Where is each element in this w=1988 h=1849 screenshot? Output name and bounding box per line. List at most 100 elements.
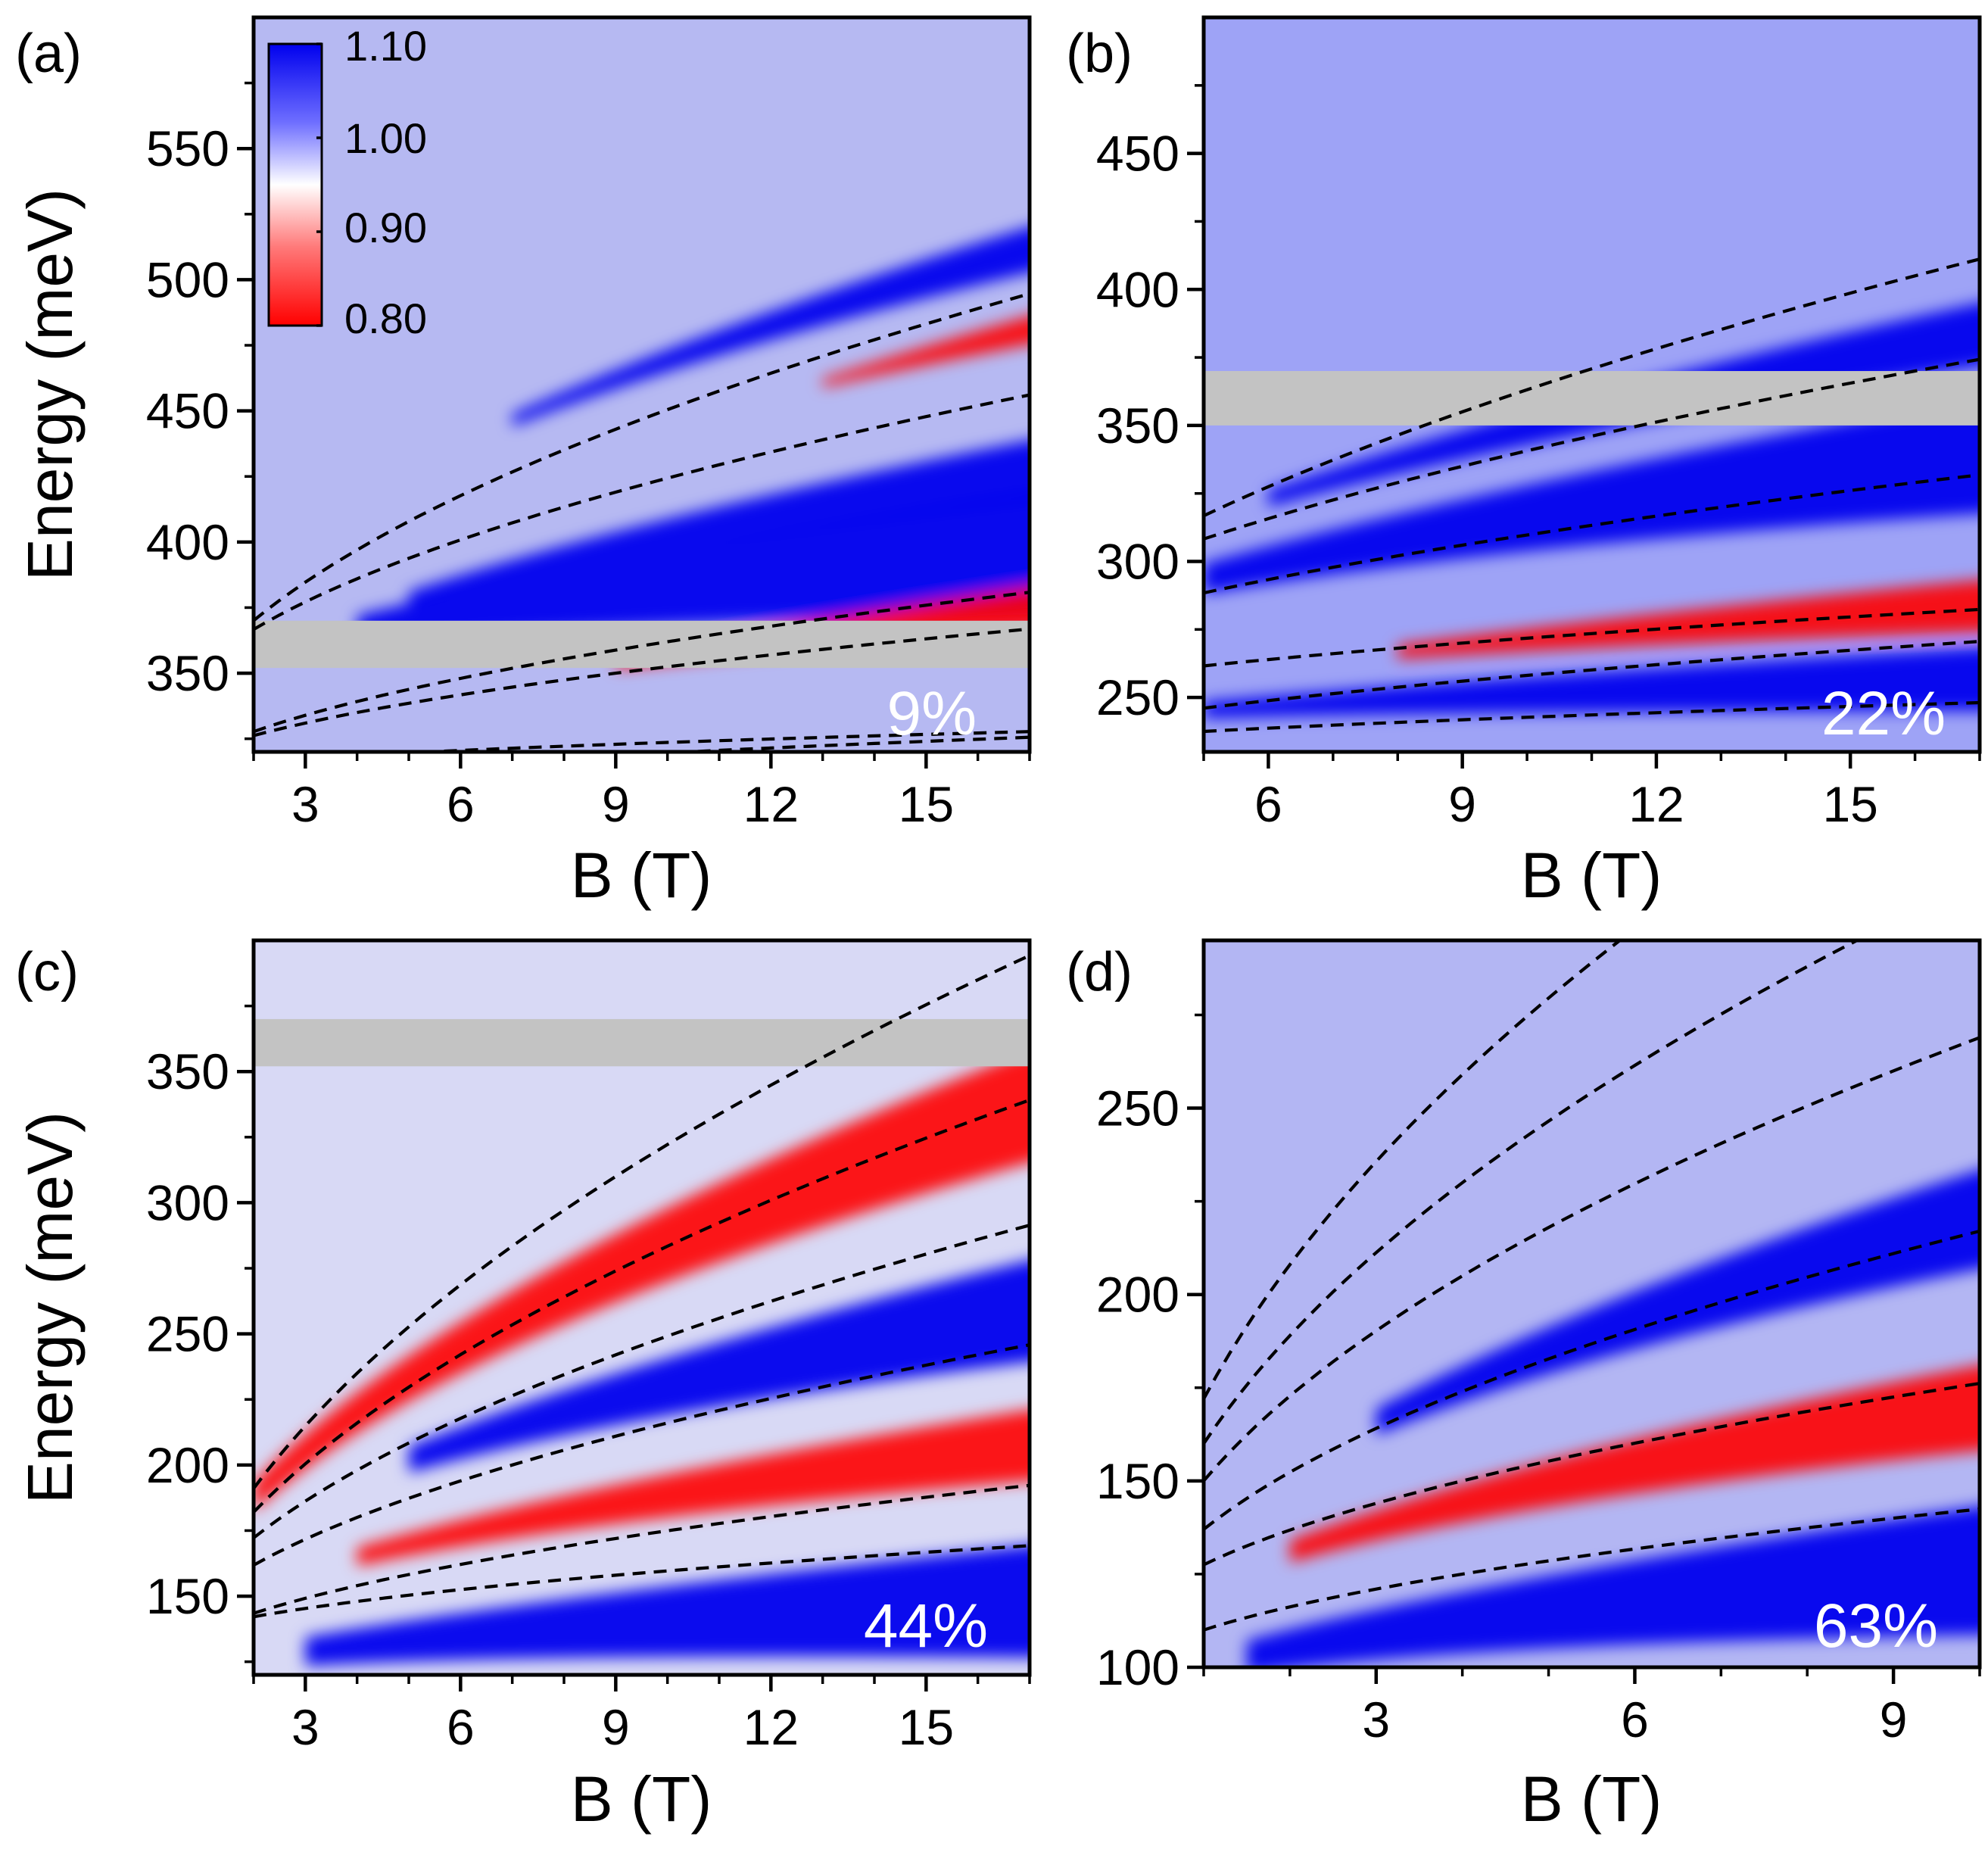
y-tick-label: 400: [146, 514, 229, 570]
panel-a-ticks: 3 6 9 12 15 350 400 450 500 550: [146, 81, 1031, 832]
y-tick-label: 250: [146, 1306, 229, 1362]
panel-d-label: (d): [1066, 942, 1133, 1002]
fan-line: [1204, 940, 1861, 1445]
panel-c-frame: [251, 938, 1032, 1677]
y-tick-label: 450: [146, 383, 229, 439]
panel-d-fan-lines: [1204, 940, 1980, 1632]
x-tick-label: 9: [1448, 776, 1476, 832]
heatmap-blue-band: [1204, 397, 1980, 594]
x-tick-label: 15: [1822, 776, 1877, 832]
fan-line: [254, 393, 1030, 631]
heatmap-blue-band: [409, 1260, 1030, 1473]
panel-c-band-layer: [254, 1018, 1030, 1067]
panel-b-ticks: 6 9 12 15 250 300 350 400 450: [1096, 84, 1981, 832]
panel-b: 6 9 12 15 250 300 350 400 450 (b) 22% B (T): [1066, 15, 1982, 911]
fan-line: [397, 730, 1030, 752]
fan-line: [1204, 1036, 1980, 1483]
panel-a: 3 6 9 12 15 350 400 450 500 550 (a) 9% B (T) Ener…: [14, 15, 1032, 911]
x-tick-label: 12: [743, 1699, 799, 1755]
heatmap-red-band: [822, 315, 1030, 388]
panel-d-ticks: 3 6 9 100 150 200 250: [1096, 1013, 1981, 1748]
y-tick-label: 350: [1096, 398, 1179, 454]
panel-b-fan-lines: [1204, 257, 1980, 734]
panel-a-band-layer: [254, 620, 1030, 669]
gray-band: [254, 1018, 1030, 1067]
y-tick-label: 150: [1096, 1453, 1179, 1509]
fan-line: [1204, 257, 1980, 518]
panel-b-frame: [1201, 15, 1982, 754]
x-tick-label: 15: [899, 1699, 954, 1755]
panel-d-xlabel: B (T): [1521, 1763, 1662, 1835]
heatmap-blue-band: [357, 491, 1030, 647]
fan-line: [1204, 1229, 1980, 1531]
fan-line: [1204, 1508, 1980, 1632]
x-tick-label: 6: [1621, 1692, 1649, 1748]
panel-c-fan-lines: [254, 954, 1030, 1619]
panel-c-label: (c): [15, 942, 79, 1002]
y-tick-label: 400: [1096, 261, 1179, 317]
panel-a-label: (a): [15, 23, 82, 84]
heatmap-red-band: [357, 1409, 1030, 1567]
x-tick-label: 6: [1254, 776, 1282, 832]
panel-b-percent: 22%: [1821, 679, 1946, 748]
gray-band: [254, 620, 1030, 669]
heatmap-blue-band: [409, 440, 1030, 607]
heatmap-blue-band: [1376, 1169, 1980, 1436]
fan-line: [254, 1483, 1030, 1615]
fan-line: [1204, 607, 1980, 668]
heatmap-blue-band: [1204, 647, 1980, 719]
colorbar: 1.10 1.00 0.90 0.80: [267, 22, 427, 342]
y-tick-label: 250: [1096, 669, 1179, 725]
y-tick-label: 350: [146, 1043, 229, 1099]
x-tick-label: 6: [447, 1699, 475, 1755]
x-tick-label: 3: [291, 1699, 319, 1755]
panel-d: 3 6 9 100 150 200 250 (d) 63% B (T): [1066, 938, 1982, 1835]
y-tick-label: 350: [146, 645, 229, 701]
y-tick-label: 300: [146, 1174, 229, 1230]
y-tick-label: 450: [1096, 126, 1179, 182]
x-tick-label: 9: [602, 776, 630, 832]
panel-d-percent: 63%: [1814, 1592, 1938, 1660]
fan-line: [254, 292, 1030, 622]
colorbar-label-low: 0.90: [344, 204, 427, 251]
y-tick-label: 250: [1096, 1080, 1179, 1137]
heatmap-red-band: [254, 1049, 1030, 1512]
heatmap-red-band: [1398, 579, 1980, 659]
y-tick-label: 550: [146, 120, 229, 176]
fan-line: [254, 1224, 1030, 1539]
heatmap-blue-band: [512, 226, 1030, 426]
panel-c-features: [254, 1049, 1030, 1667]
fan-line: [254, 627, 1030, 737]
y-tick-label: 200: [1096, 1267, 1179, 1323]
colorbar-label-high: 1.10: [344, 22, 427, 70]
fan-line: [1204, 1382, 1980, 1567]
heatmap-red-band: [1289, 1365, 1980, 1563]
y-tick-label: 500: [146, 251, 229, 307]
fan-line: [1204, 473, 1980, 595]
panel-b-features: [1204, 303, 1980, 719]
panel-d-features: [1246, 1169, 1980, 1667]
colorbar-label-min: 0.80: [344, 295, 427, 342]
panel-a-percent: 9%: [886, 679, 977, 748]
panel-a-xlabel: B (T): [571, 840, 712, 911]
panel-d-frame: [1201, 938, 1982, 1670]
x-tick-label: 3: [291, 776, 319, 832]
fan-line: [1204, 357, 1980, 541]
heatmap-blue-band: [305, 1545, 1030, 1667]
heatmap-blue-band: [1246, 1506, 1980, 1667]
x-tick-label: 12: [743, 776, 799, 832]
x-tick-label: 9: [1880, 1692, 1908, 1748]
fan-line: [1204, 700, 1980, 734]
y-tick-label: 150: [146, 1568, 229, 1624]
fan-line: [254, 954, 1030, 1490]
x-tick-label: 6: [447, 776, 475, 832]
colorbar-gradient: [267, 42, 323, 327]
panel-c-xlabel: B (T): [571, 1763, 712, 1835]
y-tick-label: 200: [146, 1437, 229, 1493]
x-tick-label: 15: [899, 776, 954, 832]
panel-c-ylabel: Energy (meV): [14, 1112, 86, 1504]
x-tick-label: 9: [602, 1699, 630, 1755]
panel-b-label: (b): [1066, 23, 1133, 84]
panel-c: 3 6 9 12 15 150 200 250 300 350 (c) 44% B (T) Ene…: [14, 938, 1032, 1835]
